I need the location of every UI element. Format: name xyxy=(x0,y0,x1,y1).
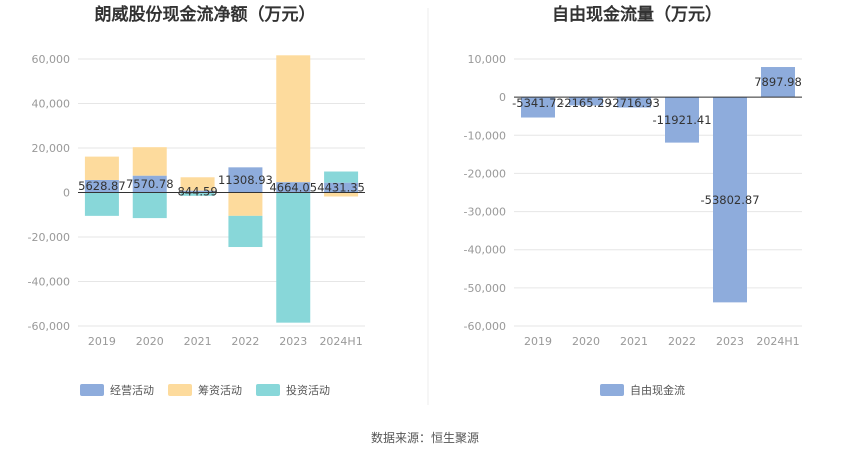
bar-自由现金流 xyxy=(665,97,699,143)
data-label: 4431.35 xyxy=(317,181,365,195)
bar-经营活动 xyxy=(180,190,215,193)
bar-筹资活动 xyxy=(84,156,119,180)
chart-title-freecashflow: 自由现金流量（万元） xyxy=(552,4,722,25)
bar-自由现金流 xyxy=(521,97,555,118)
x-tick-label: 2022 xyxy=(231,335,259,348)
legend-label: 自由现金流 xyxy=(630,383,685,397)
x-tick-label: 2020 xyxy=(572,335,600,348)
x-tick-label: 2021 xyxy=(620,335,648,348)
bar-经营活动 xyxy=(228,167,263,193)
bar-筹资活动 xyxy=(276,55,311,183)
x-tick-label: 2020 xyxy=(136,335,164,348)
y-tick-label: -10,000 xyxy=(464,129,506,142)
y-tick-label: -40,000 xyxy=(28,276,70,289)
legend-swatch xyxy=(600,384,624,396)
data-label: 844.59 xyxy=(177,185,217,199)
y-tick-label: -50,000 xyxy=(464,282,506,295)
data-label: -2165.29 xyxy=(560,96,612,110)
y-tick-label: 20,000 xyxy=(32,142,71,155)
chart-cashflow: 60,000 40,000 20,000 0 -20,000 -40,000 -60,000… xyxy=(28,53,365,397)
bar-经营活动 xyxy=(276,182,311,193)
bar-投资活动 xyxy=(84,192,119,216)
bar-经营活动 xyxy=(84,179,119,193)
bar-筹资活动 xyxy=(180,177,215,191)
data-label: 11308.93 xyxy=(218,173,273,187)
data-label: -11921.41 xyxy=(652,113,711,127)
chart-freecashflow: 10,000 0 -10,000 -20,000 -30,000 -40,000 -50,0… xyxy=(464,53,802,397)
y-tick-label: 60,000 xyxy=(32,53,71,66)
legend-swatch xyxy=(80,384,104,396)
bar-自由现金流 xyxy=(617,97,651,108)
bar-筹资活动 xyxy=(324,192,359,197)
data-label: 5628.87 xyxy=(78,179,126,193)
bar-筹资活动 xyxy=(132,147,167,176)
legend-label: 筹资活动 xyxy=(198,383,242,397)
y-tick-label: -30,000 xyxy=(464,206,506,219)
chart-title-cashflow: 朗威股份现金流净额（万元） xyxy=(95,4,316,25)
y-tick-label: -40,000 xyxy=(464,244,506,257)
data-label: -2716.93 xyxy=(608,96,660,110)
x-tick-label: 2019 xyxy=(524,335,552,348)
data-source: 数据来源：恒生聚源 xyxy=(371,430,479,445)
bar-筹资活动 xyxy=(228,192,263,216)
legend-label: 经营活动 xyxy=(110,383,154,397)
bar-经营活动 xyxy=(132,175,167,193)
legend-label: 投资活动 xyxy=(286,383,330,397)
bar-自由现金流 xyxy=(713,97,747,303)
x-tick-label: 2024H1 xyxy=(756,335,799,348)
data-label: 7897.98 xyxy=(754,75,802,89)
y-tick-label: 10,000 xyxy=(468,53,507,66)
bar-投资活动 xyxy=(180,192,215,196)
y-tick-label: 0 xyxy=(63,187,70,200)
y-tick-label: -20,000 xyxy=(28,231,70,244)
bar-投资活动 xyxy=(324,171,359,183)
x-tick-label: 2021 xyxy=(184,335,212,348)
legend-swatch xyxy=(168,384,192,396)
y-tick-label: -20,000 xyxy=(464,167,506,180)
bar-自由现金流 xyxy=(569,97,603,106)
x-tick-label: 2022 xyxy=(668,335,696,348)
bar-投资活动 xyxy=(228,215,263,248)
y-tick-label: -60,000 xyxy=(28,320,70,333)
y-tick-label: -60,000 xyxy=(464,320,506,333)
bar-经营活动 xyxy=(324,182,359,193)
x-tick-label: 2019 xyxy=(88,335,116,348)
bar-自由现金流 xyxy=(761,67,795,98)
y-tick-label: 0 xyxy=(499,91,506,104)
x-tick-label: 2023 xyxy=(716,335,744,348)
y-tick-label: 40,000 xyxy=(32,98,71,111)
legend-swatch xyxy=(256,384,280,396)
bar-投资活动 xyxy=(132,192,167,219)
data-label: 7570.78 xyxy=(126,177,174,191)
x-tick-label: 2023 xyxy=(279,335,307,348)
data-label: 4664.05 xyxy=(269,180,317,194)
data-label: -53802.87 xyxy=(700,193,759,207)
bar-投资活动 xyxy=(276,192,311,323)
data-label: -5341.72 xyxy=(512,96,564,110)
x-tick-label: 2024H1 xyxy=(319,335,362,348)
